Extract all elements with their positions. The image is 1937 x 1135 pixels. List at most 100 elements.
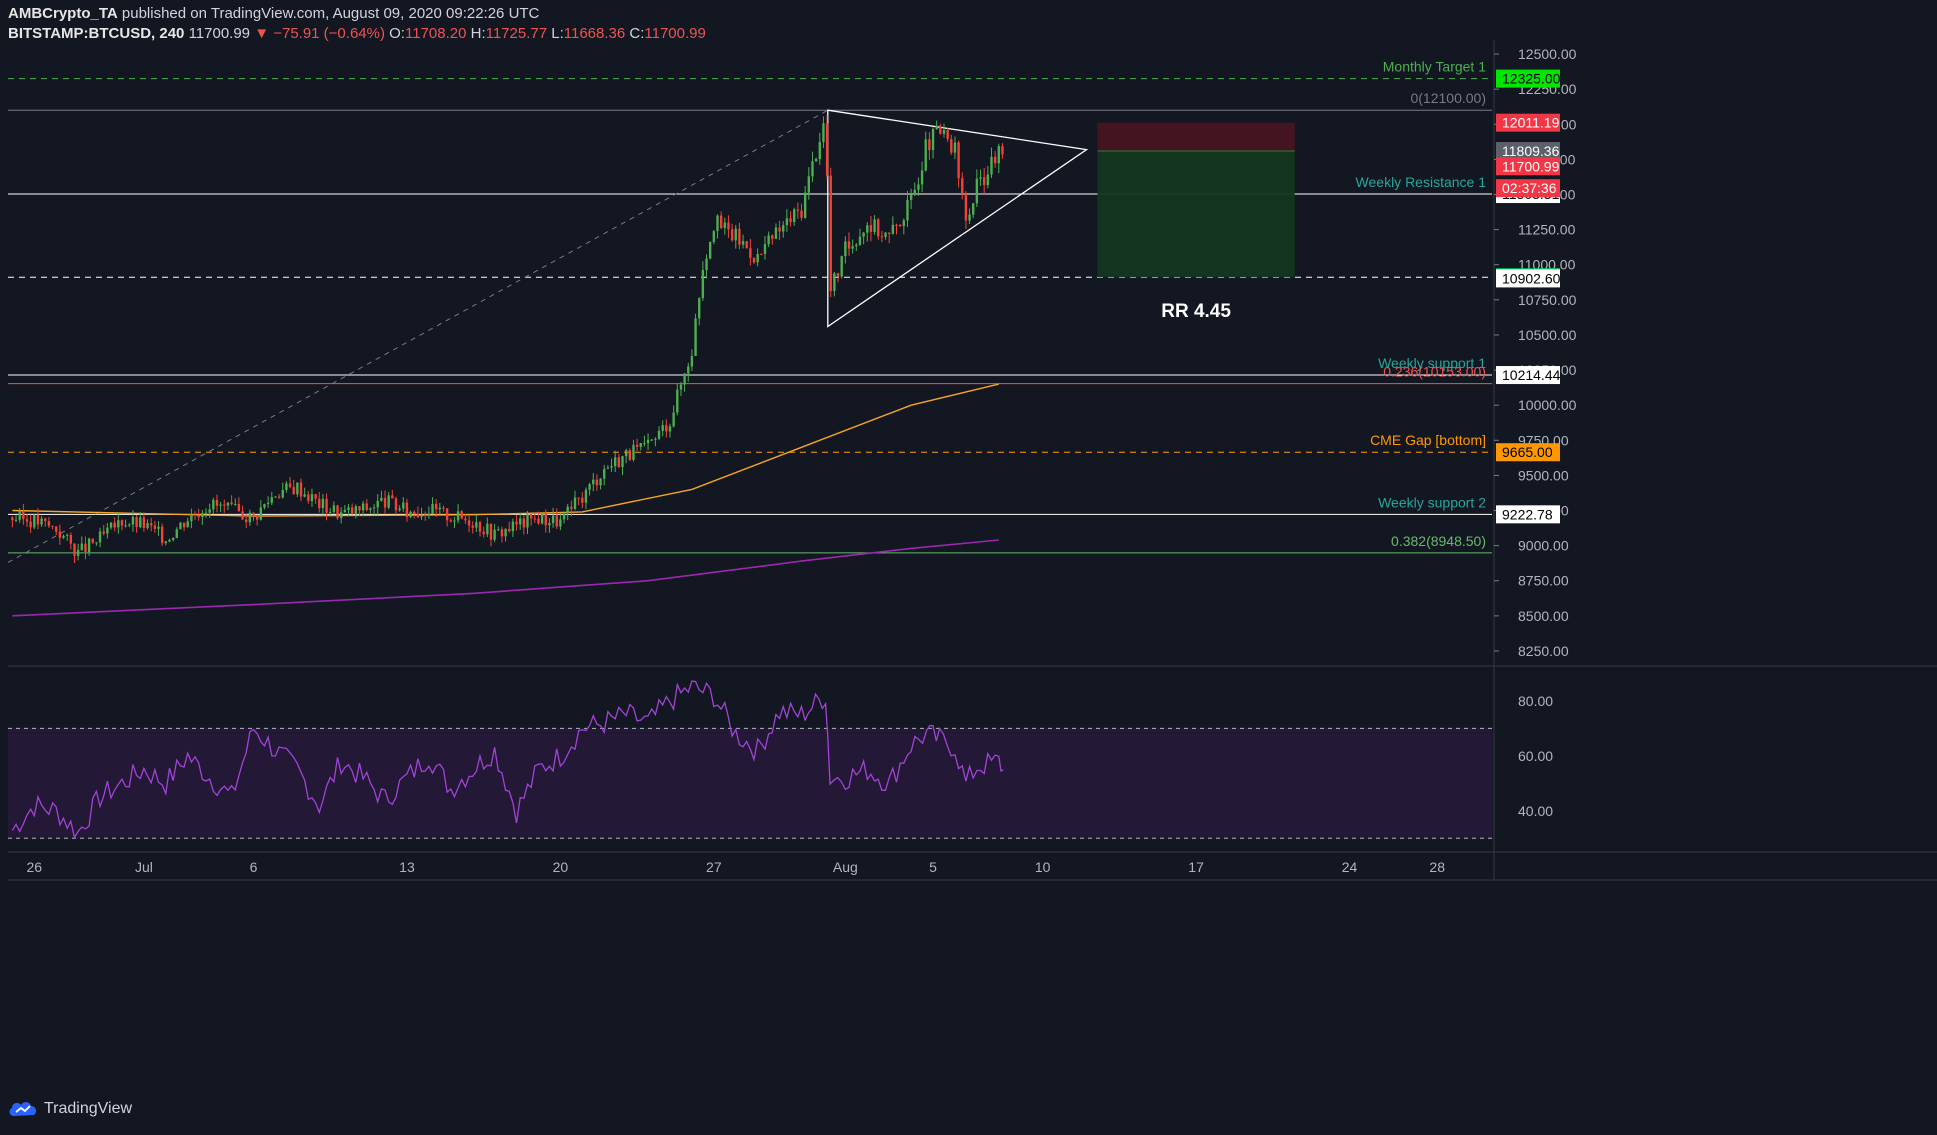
candle-body (698, 298, 701, 319)
price-tick-label: 10500.00 (1518, 327, 1577, 343)
candle-body (635, 444, 639, 447)
candle-body (705, 258, 708, 271)
candle-body (614, 457, 617, 467)
price-tick-label: 10000.00 (1518, 397, 1577, 413)
candle-body (782, 225, 785, 232)
candle-body (840, 256, 843, 277)
candle-body (639, 443, 642, 447)
candle-body (884, 232, 887, 238)
candle-body (380, 497, 383, 501)
candle-body (73, 543, 76, 556)
level-label: 0(12100.00) (1410, 90, 1486, 106)
candle-body (361, 503, 365, 511)
level-label: Weekly support 2 (1378, 494, 1486, 510)
symbol-label[interactable]: BITSTAMP:BTCUSD, 240 (8, 25, 185, 42)
publisher-name[interactable]: AMBCrypto_TA (8, 5, 118, 22)
candle-body (708, 241, 712, 259)
candle-body (829, 175, 832, 292)
candle-body (738, 228, 741, 245)
candle-body (376, 500, 379, 508)
candle-body (986, 174, 990, 186)
candle-body (581, 497, 584, 503)
candle-body (124, 525, 127, 527)
candle-body (128, 524, 131, 526)
candle-body (33, 514, 36, 528)
level-price-tag: 10214.44 (1502, 367, 1561, 383)
target-zone (1097, 151, 1295, 278)
candle-body (442, 507, 445, 509)
candle-body (690, 355, 694, 367)
candle-body (139, 517, 142, 528)
candle-body (957, 142, 960, 179)
candle-body (263, 504, 266, 508)
candle-body (866, 225, 869, 233)
level-price-tag-bg (1496, 69, 1560, 88)
candle-body (259, 507, 263, 520)
candle-body (646, 439, 650, 444)
candle-body (935, 125, 938, 129)
candle-body (1001, 146, 1004, 155)
level-label: CME Gap [bottom] (1370, 432, 1486, 448)
candle-body (266, 502, 270, 505)
price-tag-bg (1496, 157, 1560, 176)
candle-body (723, 222, 726, 229)
candle-body (318, 498, 321, 509)
candle-body (898, 224, 902, 227)
candle-body (928, 139, 931, 151)
candle-body (332, 505, 336, 512)
level-price-tag: 12325.00 (1502, 71, 1561, 87)
candle-body (120, 520, 124, 526)
candle-body (877, 219, 880, 237)
candle-body (562, 513, 566, 520)
candles-layer (11, 114, 1004, 563)
candle-body (402, 502, 405, 509)
candle-body (168, 539, 171, 542)
price-tag: 11809.36 (1502, 143, 1560, 159)
candle-body (387, 495, 390, 508)
price-tick-label: 11250.00 (1518, 222, 1576, 238)
candle-body (18, 511, 21, 520)
published-text: published on TradingView.com, August 09,… (121, 5, 540, 22)
level-price-tag-bg (1496, 443, 1560, 462)
candle-body (109, 522, 113, 528)
candle-body (975, 178, 979, 204)
candle-body (847, 241, 851, 249)
tradingview-logo[interactable]: TradingView (8, 1100, 132, 1118)
candle-body (87, 538, 91, 553)
candle-body (588, 484, 591, 490)
price-tag-bg (1496, 269, 1560, 288)
candle-body (84, 543, 87, 553)
time-tick-label: 20 (553, 859, 569, 875)
candle-body (190, 514, 193, 522)
candle-body (493, 529, 496, 540)
candle-body (559, 519, 562, 527)
candle-body (11, 517, 14, 521)
candle-body (350, 507, 354, 514)
brand-text: TradingView (44, 1100, 133, 1117)
candle-body (811, 161, 814, 177)
candle-body (29, 521, 32, 528)
candle-body (767, 235, 770, 245)
candle-body (226, 502, 230, 506)
candle-body (610, 466, 613, 468)
candle-body (383, 497, 387, 508)
candle-body (504, 528, 507, 537)
candle-body (683, 373, 686, 385)
candle-body (285, 483, 288, 490)
time-tick-label: Aug (833, 859, 858, 875)
candle-body (76, 549, 80, 556)
candle-body (771, 235, 774, 239)
candle-body (44, 518, 47, 522)
candle-body (661, 425, 664, 431)
price-tick-label: 8500.00 (1518, 608, 1569, 624)
candle-body (701, 270, 705, 299)
rsi-tick-label: 40.00 (1518, 803, 1553, 819)
high-label: H: (470, 25, 486, 42)
candle-body (540, 512, 544, 524)
candle-body (650, 439, 653, 441)
candle-body (515, 521, 518, 525)
candle-body (592, 479, 595, 485)
candle-body (529, 514, 533, 519)
candle-body (171, 537, 175, 540)
